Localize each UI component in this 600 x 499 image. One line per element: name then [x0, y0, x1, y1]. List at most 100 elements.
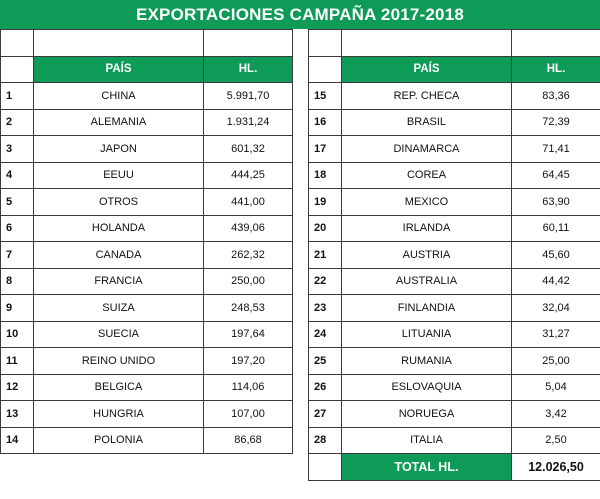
- country-cell: ESLOVAQUIA: [341, 373, 512, 401]
- hl-cell: 63,90: [511, 188, 600, 216]
- header-blank-cell: [0, 55, 34, 83]
- rank-cell: 17: [308, 135, 342, 163]
- hl-cell: 601,32: [203, 135, 293, 163]
- hl-cell: 5.991,70: [203, 82, 293, 110]
- country-cell: ITALIA: [341, 426, 512, 454]
- table-row: 26 ESLOVAQUIA 5,04: [308, 373, 600, 401]
- rank-cell: 24: [308, 320, 342, 348]
- blank-row: [0, 29, 293, 57]
- country-cell: CHINA: [33, 82, 204, 110]
- rank-cell: 25: [308, 347, 342, 375]
- rank-cell: 26: [308, 373, 342, 401]
- table-row: 28 ITALIA 2,50: [308, 426, 600, 454]
- hl-cell: 197,20: [203, 347, 293, 375]
- total-label: TOTAL HL.: [341, 453, 512, 481]
- hl-cell: 5,04: [511, 373, 600, 401]
- rank-cell: 5: [0, 188, 34, 216]
- table-row: 6 HOLANDA 439,06: [0, 214, 293, 242]
- rank-cell: 18: [308, 161, 342, 189]
- rank-cell: 3: [0, 135, 34, 163]
- table-row: 2 ALEMANIA 1.931,24: [0, 108, 293, 136]
- rank-cell: 9: [0, 294, 34, 322]
- table-row: 10 SUECIA 197,64: [0, 320, 293, 348]
- hl-cell: 444,25: [203, 161, 293, 189]
- header-hl: HL.: [203, 55, 293, 83]
- country-cell: OTROS: [33, 188, 204, 216]
- rank-cell: 27: [308, 400, 342, 428]
- country-cell: NORUEGA: [341, 400, 512, 428]
- country-cell: LITUANIA: [341, 320, 512, 348]
- table-row: 21 AUSTRIA 45,60: [308, 241, 600, 269]
- total-row: TOTAL HL. 12.026,50: [308, 453, 600, 481]
- country-cell: MEXICO: [341, 188, 512, 216]
- country-cell: FINLANDIA: [341, 294, 512, 322]
- country-cell: DINAMARCA: [341, 135, 512, 163]
- hl-cell: 72,39: [511, 108, 600, 136]
- country-cell: AUSTRALIA: [341, 267, 512, 295]
- hl-cell: 83,36: [511, 82, 600, 110]
- table-row: 8 FRANCIA 250,00: [0, 267, 293, 295]
- table-row: 15 REP. CHECA 83,36: [308, 82, 600, 110]
- country-cell: REINO UNIDO: [33, 347, 204, 375]
- header-row: PAÍS HL.: [308, 55, 600, 83]
- country-cell: EEUU: [33, 161, 204, 189]
- rank-cell: 6: [0, 214, 34, 242]
- country-cell: HOLANDA: [33, 214, 204, 242]
- table-row: 22 AUSTRALIA 44,42: [308, 267, 600, 295]
- country-cell: SUECIA: [33, 320, 204, 348]
- table-row: 19 MEXICO 63,90: [308, 188, 600, 216]
- hl-cell: 262,32: [203, 241, 293, 269]
- table-row: 13 HUNGRIA 107,00: [0, 400, 293, 428]
- table-row: 16 BRASIL 72,39: [308, 108, 600, 136]
- country-cell: IRLANDA: [341, 214, 512, 242]
- rank-cell: 13: [0, 400, 34, 428]
- header-country: PAÍS: [341, 55, 512, 83]
- table-row: 23 FINLANDIA 32,04: [308, 294, 600, 322]
- country-cell: REP. CHECA: [341, 82, 512, 110]
- blank-cell: [203, 29, 293, 57]
- rank-cell: 16: [308, 108, 342, 136]
- rank-cell: 21: [308, 241, 342, 269]
- blank-cell: [341, 29, 512, 57]
- hl-cell: 248,53: [203, 294, 293, 322]
- rank-cell: 14: [0, 426, 34, 454]
- rank-cell: 15: [308, 82, 342, 110]
- rank-cell: 12: [0, 373, 34, 401]
- country-cell: RUMANIA: [341, 347, 512, 375]
- table-row: 9 SUIZA 248,53: [0, 294, 293, 322]
- hl-cell: 441,00: [203, 188, 293, 216]
- hl-cell: 44,42: [511, 267, 600, 295]
- header-country: PAÍS: [33, 55, 204, 83]
- hl-cell: 197,64: [203, 320, 293, 348]
- hl-cell: 250,00: [203, 267, 293, 295]
- hl-cell: 45,60: [511, 241, 600, 269]
- rank-cell: 7: [0, 241, 34, 269]
- hl-cell: 86,68: [203, 426, 293, 454]
- table-row: 1 CHINA 5.991,70: [0, 82, 293, 110]
- rank-cell: 22: [308, 267, 342, 295]
- blank-cell: [511, 29, 600, 57]
- rank-cell: 8: [0, 267, 34, 295]
- rank-cell: 2: [0, 108, 34, 136]
- table-row: 7 CANADA 262,32: [0, 241, 293, 269]
- rank-cell: 28: [308, 426, 342, 454]
- country-cell: ALEMANIA: [33, 108, 204, 136]
- country-cell: COREA: [341, 161, 512, 189]
- rank-cell: 23: [308, 294, 342, 322]
- rank-cell: 11: [0, 347, 34, 375]
- hl-cell: 2,50: [511, 426, 600, 454]
- table-row: 24 LITUANIA 31,27: [308, 320, 600, 348]
- header-hl: HL.: [511, 55, 600, 83]
- blank-cell: [308, 29, 342, 57]
- total-value: 12.026,50: [511, 453, 600, 481]
- hl-cell: 114,06: [203, 373, 293, 401]
- table-row: 4 EEUU 444,25: [0, 161, 293, 189]
- hl-cell: 107,00: [203, 400, 293, 428]
- hl-cell: 32,04: [511, 294, 600, 322]
- blank-cell: [0, 29, 34, 57]
- blank-row: [308, 29, 600, 57]
- hl-cell: 71,41: [511, 135, 600, 163]
- table-row: 11 REINO UNIDO 197,20: [0, 347, 293, 375]
- rank-cell: 20: [308, 214, 342, 242]
- hl-cell: 64,45: [511, 161, 600, 189]
